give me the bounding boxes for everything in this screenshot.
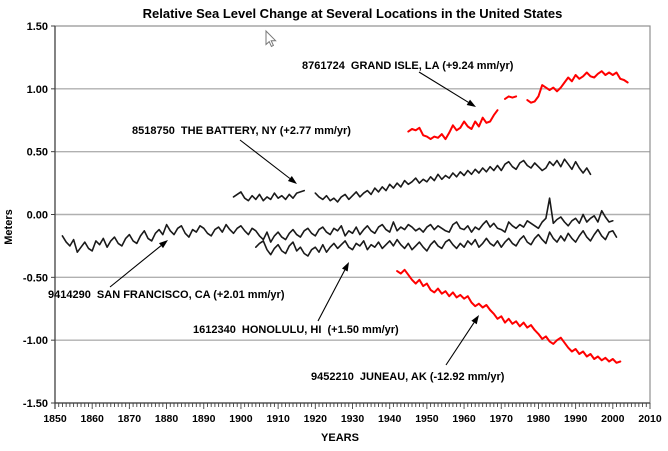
chart-title: Relative Sea Level Change at Several Loc…: [142, 6, 563, 21]
series-line-juneau_ak: [396, 268, 622, 364]
x-tick-label: 1950: [415, 413, 439, 425]
annotation-the-battery-label: 8518750 THE BATTERY, NY (+2.77 mm/yr): [132, 125, 351, 137]
x-tick-label: 1910: [266, 413, 290, 425]
y-tick-label: -0.50: [23, 272, 48, 284]
annotation-arrow-san_francisco_ca: [109, 245, 162, 288]
annotation-grand-isle-label: 8761724 GRAND ISLE, LA (+9.24 mm/yr): [302, 60, 514, 72]
x-tick-label: 2000: [601, 413, 625, 425]
x-axis-title: YEARS: [321, 432, 359, 444]
y-tick-label: 0.00: [27, 210, 48, 222]
series-line-grand_isle_la: [504, 95, 518, 100]
y-axis-title: Meters: [3, 209, 15, 245]
x-tick-label: 1880: [155, 413, 179, 425]
annotation-arrow-the_battery_ny: [239, 139, 291, 179]
y-tick-label: -1.00: [23, 335, 48, 347]
annotation-arrowhead-san_francisco_ca: [158, 240, 168, 249]
x-tick-label: 1940: [378, 413, 402, 425]
series-line-honolulu_hi: [255, 228, 618, 257]
annotation-arrowhead-grand_isle_la: [466, 99, 476, 107]
annotation-arrowhead-honolulu_hi: [341, 262, 349, 272]
x-tick-label: 1960: [452, 413, 476, 425]
mouse-pointer-icon: [265, 29, 277, 48]
x-tick-label: 1890: [192, 413, 216, 425]
x-tick-label: 1870: [118, 413, 142, 425]
x-tick-label: 1850: [43, 413, 67, 425]
x-tick-label: 1980: [527, 413, 551, 425]
series-line-san_francisco_ca: [61, 197, 614, 253]
series-line-the_battery_ny: [314, 158, 592, 203]
series-line-grand_isle_la: [526, 70, 629, 104]
annotation-arrowhead-the_battery_ny: [287, 175, 297, 184]
x-tick-label: 1990: [564, 413, 588, 425]
annotation-juneau-label: 9452210 JUNEAU, AK (-12.92 mm/yr): [311, 371, 505, 383]
x-tick-label: 1860: [81, 413, 105, 425]
x-tick-label: 1900: [229, 413, 253, 425]
annotation-san-francisco-label: 9414290 SAN FRANCISCO, CA (+2.01 mm/yr): [48, 289, 285, 301]
annotation-arrowhead-juneau_ak: [471, 315, 479, 325]
x-tick-label: 2010: [638, 413, 662, 425]
y-tick-label: 0.50: [27, 147, 48, 159]
y-tick-label: 1.50: [27, 21, 48, 33]
x-tick-label: 1930: [341, 413, 365, 425]
annotation-arrow-juneau_ak: [445, 322, 475, 366]
series-line-the_battery_ny: [232, 189, 306, 202]
annotation-arrow-grand_isle_la: [418, 71, 469, 103]
y-tick-label: -1.50: [23, 398, 48, 410]
annotation-honolulu-label: 1612340 HONOLULU, HI (+1.50 mm/yr): [193, 324, 399, 336]
x-tick-label: 1970: [490, 413, 514, 425]
annotation-arrow-honolulu_hi: [317, 269, 346, 322]
x-tick-label: 1920: [304, 413, 328, 425]
y-tick-label: 1.00: [27, 84, 48, 96]
series-line-grand_isle_la: [407, 109, 499, 141]
